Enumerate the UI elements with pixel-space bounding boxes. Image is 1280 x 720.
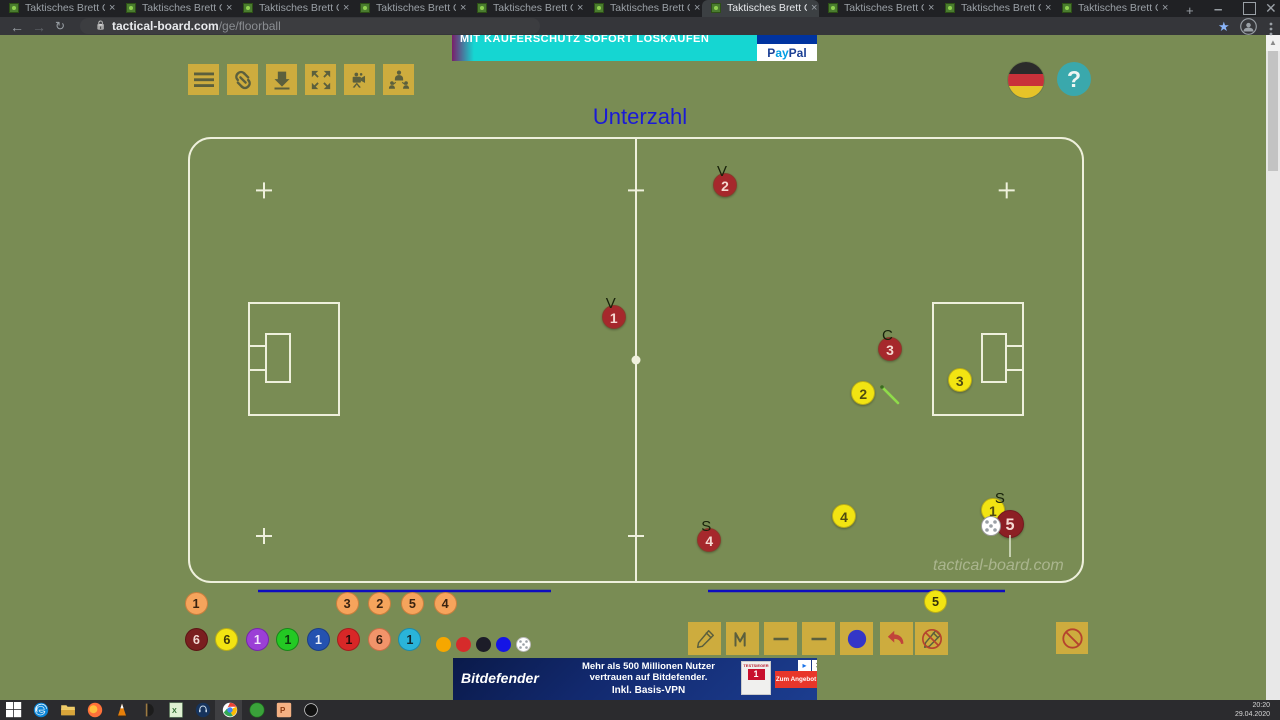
svg-text:X: X	[172, 706, 177, 715]
svg-text:P: P	[280, 706, 286, 715]
